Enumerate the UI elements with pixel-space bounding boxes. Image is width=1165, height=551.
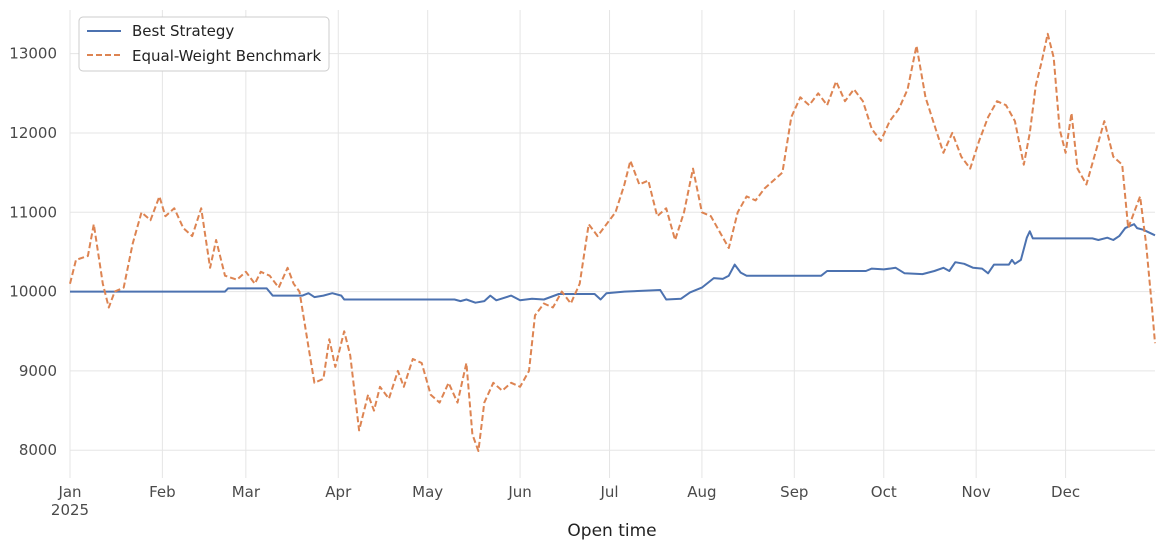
x-tick-label: Apr	[325, 483, 352, 501]
x-tick-label: Nov	[962, 483, 991, 501]
y-tick-label: 12000	[9, 124, 57, 142]
legend-label-best-strategy: Best Strategy	[132, 22, 234, 40]
series-line-equal-weight-benchmark	[69, 32, 1156, 452]
grid	[69, 10, 1155, 478]
y-axis-ticks: 8000 9000 10000 11000 12000 13000	[9, 45, 57, 460]
y-tick-label: 9000	[19, 362, 57, 380]
x-tick-label: Jul	[599, 483, 618, 501]
x-tick-label: Jun	[507, 483, 531, 501]
legend: Best Strategy Equal-Weight Benchmark	[78, 16, 330, 72]
series-line-best-strategy	[70, 223, 1156, 304]
legend-label-equal-weight-benchmark: Equal-Weight Benchmark	[132, 47, 321, 65]
x-axis-title: Open time	[567, 521, 656, 541]
y-tick-label: 8000	[19, 441, 57, 459]
y-tick-label: 13000	[9, 45, 57, 63]
legend-box	[78, 16, 330, 72]
x-tick-label: Mar	[232, 483, 261, 501]
series-layer	[69, 32, 1156, 452]
x-tick-label: May	[412, 483, 443, 501]
x-tick-label: Jan	[57, 483, 81, 501]
x-tick-label: Aug	[687, 483, 716, 501]
x-tick-label: Oct	[871, 483, 897, 501]
x-tick-label: Dec	[1051, 483, 1080, 501]
y-tick-label: 11000	[9, 203, 57, 221]
y-tick-label: 10000	[9, 283, 57, 301]
x-tick-sublabel: 2025	[51, 501, 89, 519]
x-tick-label: Sep	[780, 483, 808, 501]
x-tick-label: Feb	[149, 483, 176, 501]
